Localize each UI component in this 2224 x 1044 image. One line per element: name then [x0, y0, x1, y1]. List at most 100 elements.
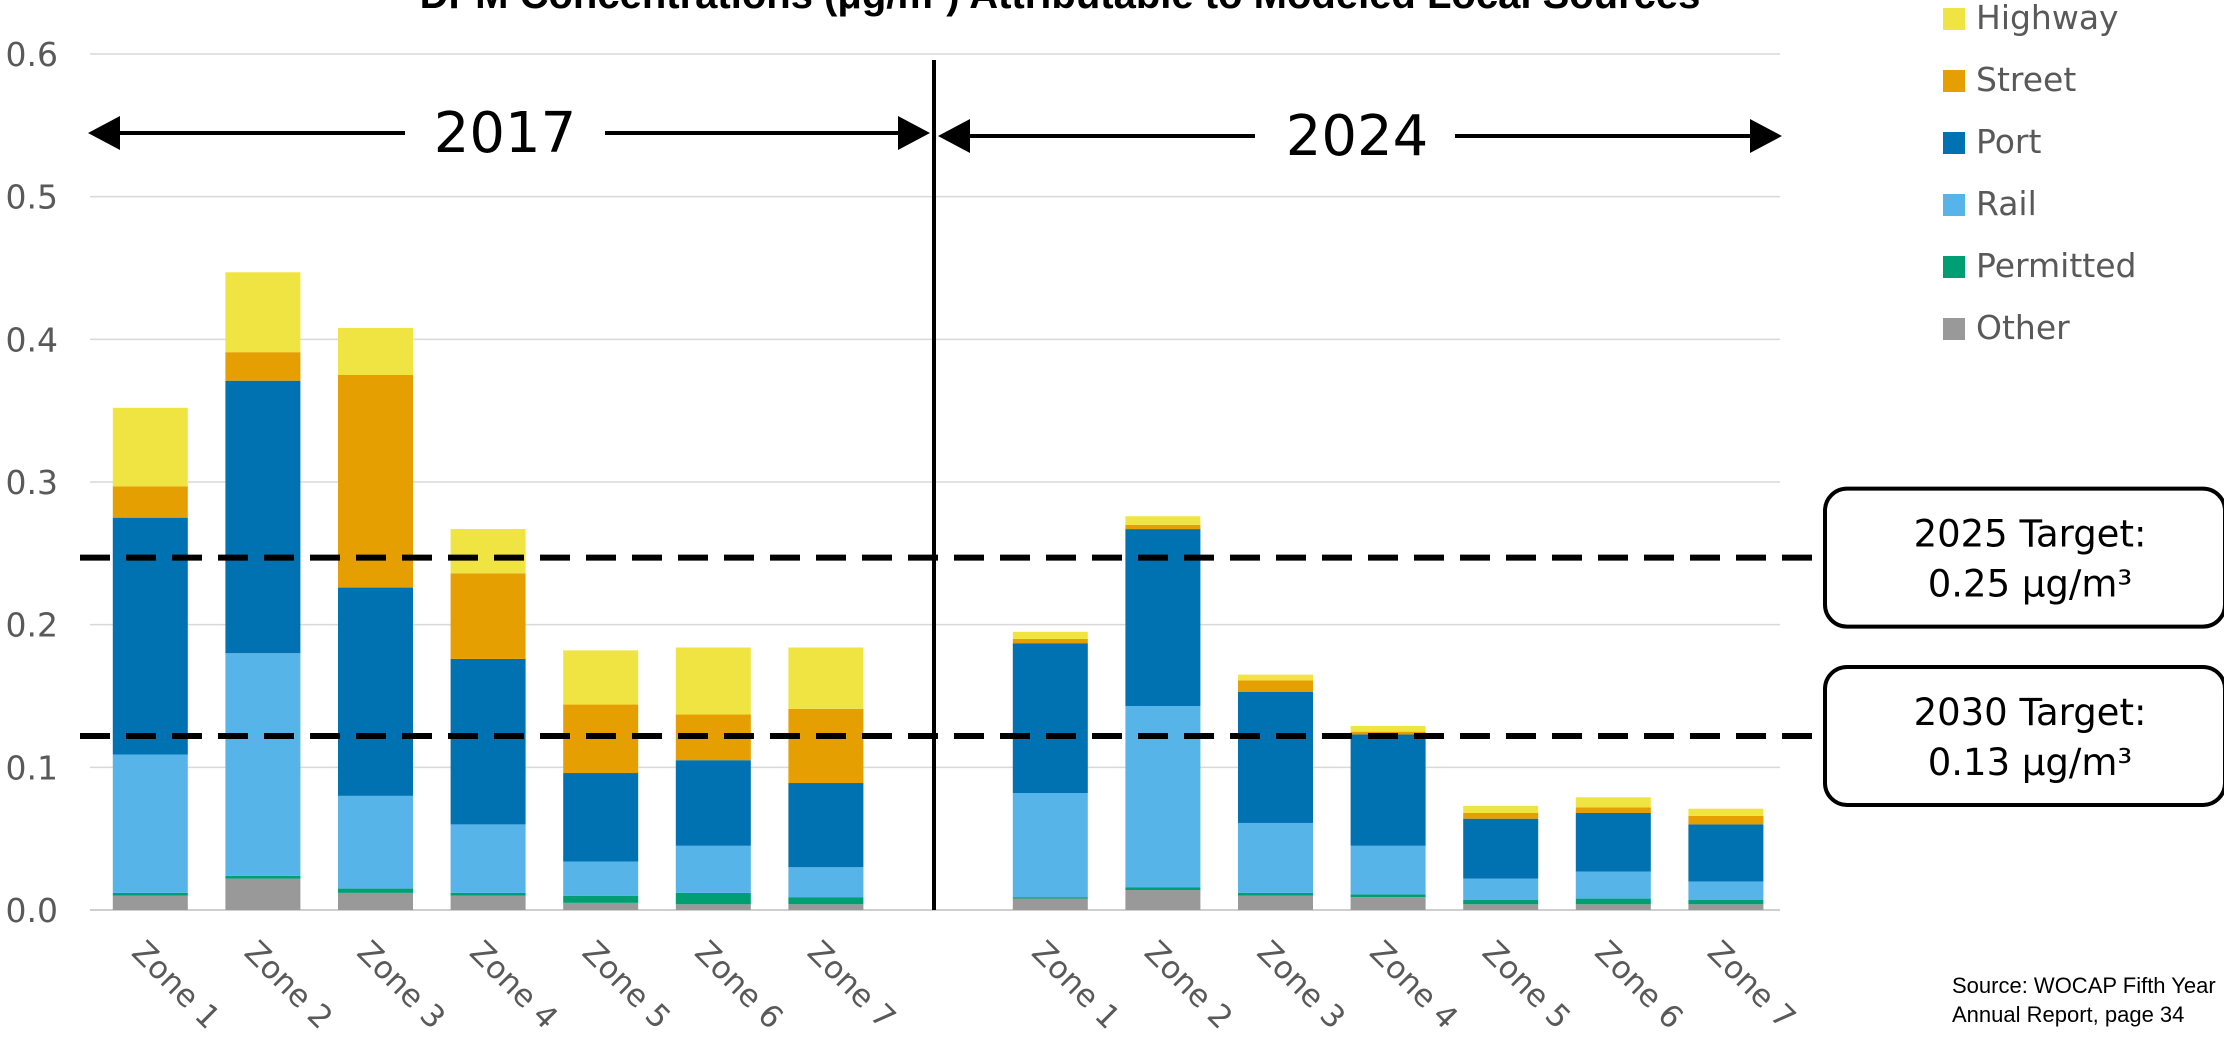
- legend: Highway Street Port Rail Permitted Other: [1943, 0, 2136, 347]
- bar-2024-zone-7-highway: [1688, 808, 1764, 816]
- bar-2024-zone-6-port: [1575, 812, 1651, 872]
- legend-label-rail: Rail: [1976, 184, 2037, 223]
- bar-2024-zone-7-port: [1688, 824, 1764, 882]
- x-tick-label: Zone 7: [1700, 934, 1802, 1036]
- arrowhead-2024-right: [1750, 119, 1782, 153]
- target-box-2030: [1823, 664, 2224, 807]
- period-label-2024: 2024: [1286, 104, 1429, 169]
- bar-2017-zone-3-highway: [338, 327, 413, 375]
- bar-2024-zone-4-permitted: [1350, 894, 1426, 898]
- bar-2024-zone-1-other: [1012, 898, 1088, 910]
- x-tick-label: Zone 1: [1025, 934, 1127, 1036]
- bar-2024-zone-1-permitted: [1012, 897, 1088, 899]
- bar-2017-zone-6-port: [675, 760, 751, 846]
- bar-2017-zone-6-other: [675, 904, 751, 910]
- bar-2017-zone-2-port: [225, 380, 301, 654]
- x-tick-label: Zone 3: [1250, 934, 1352, 1036]
- bar-2024-zone-1-port: [1012, 643, 1088, 794]
- bar-2017-zone-4-highway: [450, 529, 526, 574]
- bar-2024-zone-4-highway: [1350, 725, 1426, 732]
- target-box-2025: [1823, 486, 2224, 629]
- bar-2024-zone-7-rail: [1688, 881, 1764, 901]
- x-tick-label: Zone 4: [462, 934, 564, 1036]
- bar-2024-zone-6-permitted: [1575, 898, 1651, 905]
- legend-label-other: Other: [1976, 308, 2070, 347]
- bar-2024-zone-5-port: [1463, 818, 1539, 879]
- arrowhead-2017-right: [898, 116, 930, 150]
- bar-2017-zone-2-rail: [225, 653, 301, 876]
- bar-2017-zone-1-permitted: [112, 892, 188, 896]
- bar-2017-zone-5-permitted: [563, 895, 639, 903]
- bar-2024-zone-4-other: [1350, 897, 1426, 910]
- legend-swatch-street: [1943, 70, 1965, 92]
- bar-2024-zone-5-highway: [1463, 805, 1539, 813]
- bar-2017-zone-1-rail: [112, 754, 188, 893]
- bar-2024-zone-1-street: [1012, 638, 1088, 644]
- bar-2017-zone-3-permitted: [338, 888, 413, 893]
- bar-2017-zone-7-rail: [788, 867, 864, 898]
- y-tick-label: 0.2: [6, 606, 58, 645]
- bar-2024-zone-1-rail: [1012, 793, 1088, 898]
- bar-2017-zone-2-other: [225, 878, 301, 910]
- x-tick-label: Zone 6: [1588, 934, 1690, 1036]
- x-tick-label: Zone 2: [1137, 934, 1239, 1036]
- bar-2017-zone-6-permitted: [675, 892, 751, 905]
- y-tick-label: 0.1: [6, 748, 58, 787]
- bar-2017-zone-7-highway: [788, 647, 864, 709]
- bar-2017-zone-5-highway: [563, 650, 639, 705]
- bar-2017-zone-2-permitted: [225, 875, 301, 879]
- x-tick-label: Zone 5: [1475, 934, 1577, 1036]
- legend-swatch-port: [1943, 132, 1965, 154]
- y-tick-label: 0.4: [6, 320, 58, 359]
- bar-2017-zone-7-port: [788, 783, 864, 868]
- bar-2024-zone-4-rail: [1350, 845, 1426, 895]
- chart-title: DPM Concentrations (μg/m³) Attributable …: [420, 0, 1701, 17]
- bar-2017-zone-5-port: [563, 773, 639, 862]
- period-label-2017: 2017: [434, 101, 577, 166]
- y-tick-label: 0.0: [6, 891, 58, 930]
- bar-2017-zone-1-street: [112, 486, 188, 518]
- bar-2024-zone-4-port: [1350, 734, 1426, 846]
- x-tick-label: Zone 6: [688, 934, 790, 1036]
- bar-2024-zone-2-other: [1125, 890, 1201, 910]
- bar-2024-zone-5-permitted: [1463, 900, 1539, 905]
- bar-2024-zone-2-street: [1125, 524, 1201, 530]
- bar-2024-zone-6-other: [1575, 904, 1651, 910]
- x-tick-label: Zone 5: [575, 934, 677, 1036]
- legend-swatch-highway: [1943, 8, 1965, 30]
- arrowhead-2017-left: [88, 116, 120, 150]
- bar-2024-zone-2-permitted: [1125, 887, 1201, 891]
- bar-2017-zone-7-other: [788, 904, 864, 910]
- bar-2017-zone-6-rail: [675, 845, 751, 893]
- legend-swatch-rail: [1943, 194, 1965, 216]
- bar-2017-zone-3-port: [338, 587, 413, 796]
- bar-2017-zone-4-port: [450, 658, 526, 825]
- source-note-line-1: Source: WOCAP Fifth Year: [1952, 973, 2216, 998]
- target-value: 0.25 μg/m³: [1928, 563, 2133, 606]
- y-tick-labels: 0.0 0.1 0.2 0.3 0.4 0.5 0.6: [6, 35, 58, 930]
- bar-2024-zone-5-rail: [1463, 878, 1539, 901]
- bar-2024-zone-6-street: [1575, 807, 1651, 813]
- bar-2017-zone-3-rail: [338, 795, 413, 889]
- bar-2024-zone-3-street: [1238, 680, 1313, 692]
- bar-2017-zone-4-permitted: [450, 892, 526, 896]
- legend-label-port: Port: [1976, 122, 2041, 161]
- bar-2017-zone-1-other: [112, 895, 188, 910]
- bar-2024-zone-2-highway: [1125, 516, 1201, 525]
- bar-2024-zone-7-permitted: [1688, 900, 1764, 905]
- bar-2017-zone-1-port: [112, 517, 188, 755]
- bar-2017-zone-4-rail: [450, 824, 526, 893]
- arrowhead-2024-left: [938, 119, 970, 153]
- bar-2024-zone-3-rail: [1238, 822, 1313, 893]
- bar-2017-zone-2-street: [225, 352, 301, 381]
- bar-2017-zone-1-highway: [112, 407, 188, 487]
- bar-2024-zone-3-other: [1238, 895, 1313, 910]
- bar-2024-zone-5-street: [1463, 812, 1539, 819]
- bar-2024-zone-1-highway: [1012, 631, 1088, 639]
- x-tick-labels: Zone 1 Zone 2 Zone 3 Zone 4 Zone 5 Zone 6 Zone…: [125, 934, 1803, 1036]
- bar-2017-zone-4-other: [450, 895, 526, 910]
- bar-2017-zone-6-highway: [675, 647, 751, 715]
- bar-2017-zone-3-street: [338, 375, 413, 588]
- bar-2017-zone-2-highway: [225, 272, 301, 353]
